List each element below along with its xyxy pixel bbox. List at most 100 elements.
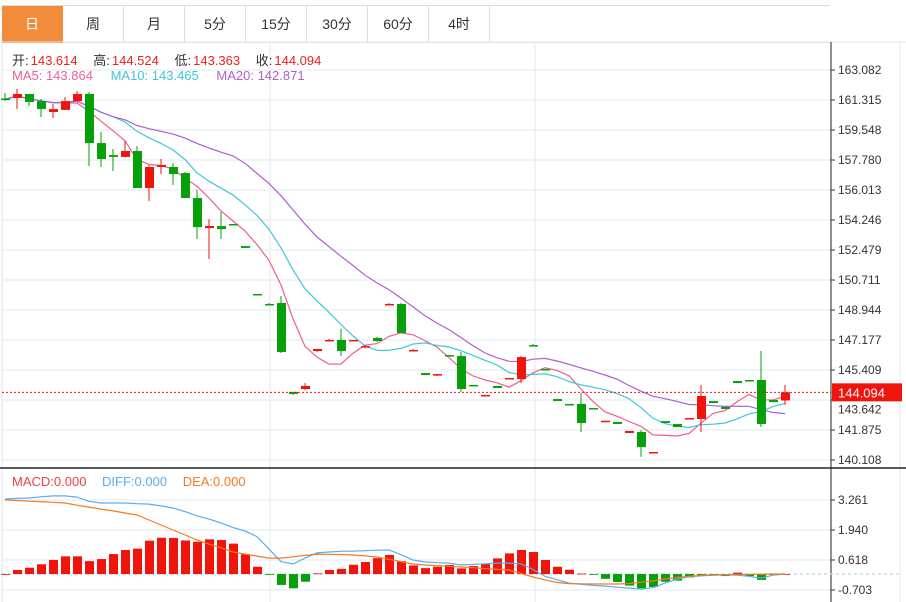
candle-up bbox=[49, 109, 58, 112]
ma10-value: MA10: 143.465 bbox=[110, 68, 199, 83]
ma-line-ma20 bbox=[4, 95, 786, 415]
macd-bar bbox=[541, 559, 550, 575]
ma-line-ma5 bbox=[4, 95, 786, 437]
macd-bar bbox=[25, 567, 34, 575]
candle-down bbox=[565, 403, 574, 406]
macd-bar bbox=[301, 574, 310, 582]
candle-up bbox=[781, 392, 790, 401]
candle-down bbox=[229, 224, 238, 226]
candle-down bbox=[217, 226, 226, 230]
candle-down bbox=[241, 246, 250, 248]
candle-up bbox=[325, 339, 334, 342]
macd-bar bbox=[337, 568, 346, 575]
macd-tick-label: 3.261 bbox=[838, 493, 868, 507]
candle-down bbox=[445, 355, 454, 357]
candle-down bbox=[85, 93, 94, 144]
candle-down bbox=[769, 400, 778, 403]
ma-info: MA5: 143.864 MA10: 143.465 MA20: 142.871 bbox=[12, 68, 307, 83]
macd-bar bbox=[493, 558, 502, 575]
candle-down bbox=[469, 384, 478, 387]
candle-up bbox=[433, 374, 442, 376]
candle-down bbox=[589, 408, 598, 410]
macd-bar bbox=[13, 569, 22, 575]
candle-up bbox=[61, 101, 70, 110]
price-tick-label: 148.944 bbox=[838, 303, 882, 317]
candle-down bbox=[457, 356, 466, 390]
macd-bar bbox=[97, 559, 106, 575]
candle-down bbox=[37, 101, 46, 110]
ma-line-ma10 bbox=[4, 95, 786, 429]
price-tick-label: 159.548 bbox=[838, 123, 882, 137]
macd-bar bbox=[757, 574, 766, 580]
candle-up bbox=[385, 303, 394, 306]
macd-bar bbox=[733, 572, 742, 575]
candle-up bbox=[13, 93, 22, 99]
price-tick-label: 161.315 bbox=[838, 93, 882, 107]
dea-value: DEA:0.000 bbox=[182, 474, 246, 489]
macd-bar bbox=[529, 552, 538, 575]
macd-bar bbox=[73, 556, 82, 575]
candle-up bbox=[601, 420, 610, 423]
diff-line bbox=[4, 495, 786, 590]
macd-bar bbox=[637, 574, 646, 589]
candle-down bbox=[397, 303, 406, 333]
macd-bar bbox=[385, 554, 394, 575]
open-label: 开: bbox=[12, 53, 29, 68]
macd-bar bbox=[445, 564, 454, 575]
macd-bar bbox=[61, 556, 70, 575]
candle-down bbox=[493, 385, 502, 388]
candle-down bbox=[757, 380, 766, 424]
candle-up bbox=[685, 418, 694, 420]
candle-up bbox=[121, 151, 130, 157]
candle-down bbox=[613, 421, 622, 424]
macd-bar bbox=[553, 566, 562, 575]
macd-bar bbox=[577, 573, 586, 575]
period-tabs: 日 周 月 5分 15分 30分 60分 4时 bbox=[2, 5, 830, 43]
macd-bar bbox=[625, 574, 634, 586]
macd-bar bbox=[169, 537, 178, 575]
candle-down bbox=[109, 155, 118, 157]
macd-bar bbox=[253, 566, 262, 575]
macd-bar bbox=[1, 574, 10, 575]
price-tick-label: 156.013 bbox=[838, 183, 882, 197]
candle-up bbox=[145, 166, 154, 189]
close-label: 收: bbox=[255, 53, 273, 68]
low-label: 低: bbox=[174, 53, 192, 68]
candle-up bbox=[301, 385, 310, 390]
macd-bar bbox=[37, 564, 46, 575]
candle-down bbox=[733, 381, 742, 384]
macd-bar bbox=[85, 561, 94, 575]
macd-bar bbox=[421, 568, 430, 575]
macd-bar bbox=[229, 543, 238, 575]
candle-down bbox=[193, 198, 202, 228]
macd-tick-label: -0.703 bbox=[838, 583, 872, 597]
macd-bar bbox=[313, 573, 322, 575]
macd-tick-label: 1.940 bbox=[838, 523, 868, 537]
candle-up bbox=[697, 395, 706, 420]
price-tick-label: 150.711 bbox=[838, 273, 881, 287]
last-price-badge bbox=[832, 383, 902, 402]
macd-bar bbox=[661, 574, 670, 582]
candle-up bbox=[505, 377, 514, 380]
price-tick-label: 152.479 bbox=[838, 243, 882, 257]
macd-bar bbox=[781, 574, 790, 575]
candle-up bbox=[409, 349, 418, 352]
last-price-label: 144.094 bbox=[838, 385, 885, 400]
close-value: 144.094 bbox=[274, 53, 322, 68]
macd-tick-label: 0.618 bbox=[838, 553, 868, 567]
macd-bar bbox=[121, 549, 130, 575]
candle-down bbox=[421, 373, 430, 376]
candle-down bbox=[253, 293, 262, 296]
macd-bar bbox=[145, 540, 154, 575]
macd-bar bbox=[325, 569, 334, 575]
macd-bar bbox=[217, 539, 226, 575]
price-tick-label: 157.780 bbox=[838, 153, 882, 167]
macd-bar bbox=[433, 566, 442, 575]
candle-down bbox=[169, 166, 178, 175]
macd-bar bbox=[133, 548, 142, 575]
tab-day[interactable]: 日 bbox=[2, 6, 63, 43]
candle-down bbox=[97, 143, 106, 159]
macd-bar bbox=[277, 574, 286, 585]
candle-down bbox=[661, 421, 670, 423]
